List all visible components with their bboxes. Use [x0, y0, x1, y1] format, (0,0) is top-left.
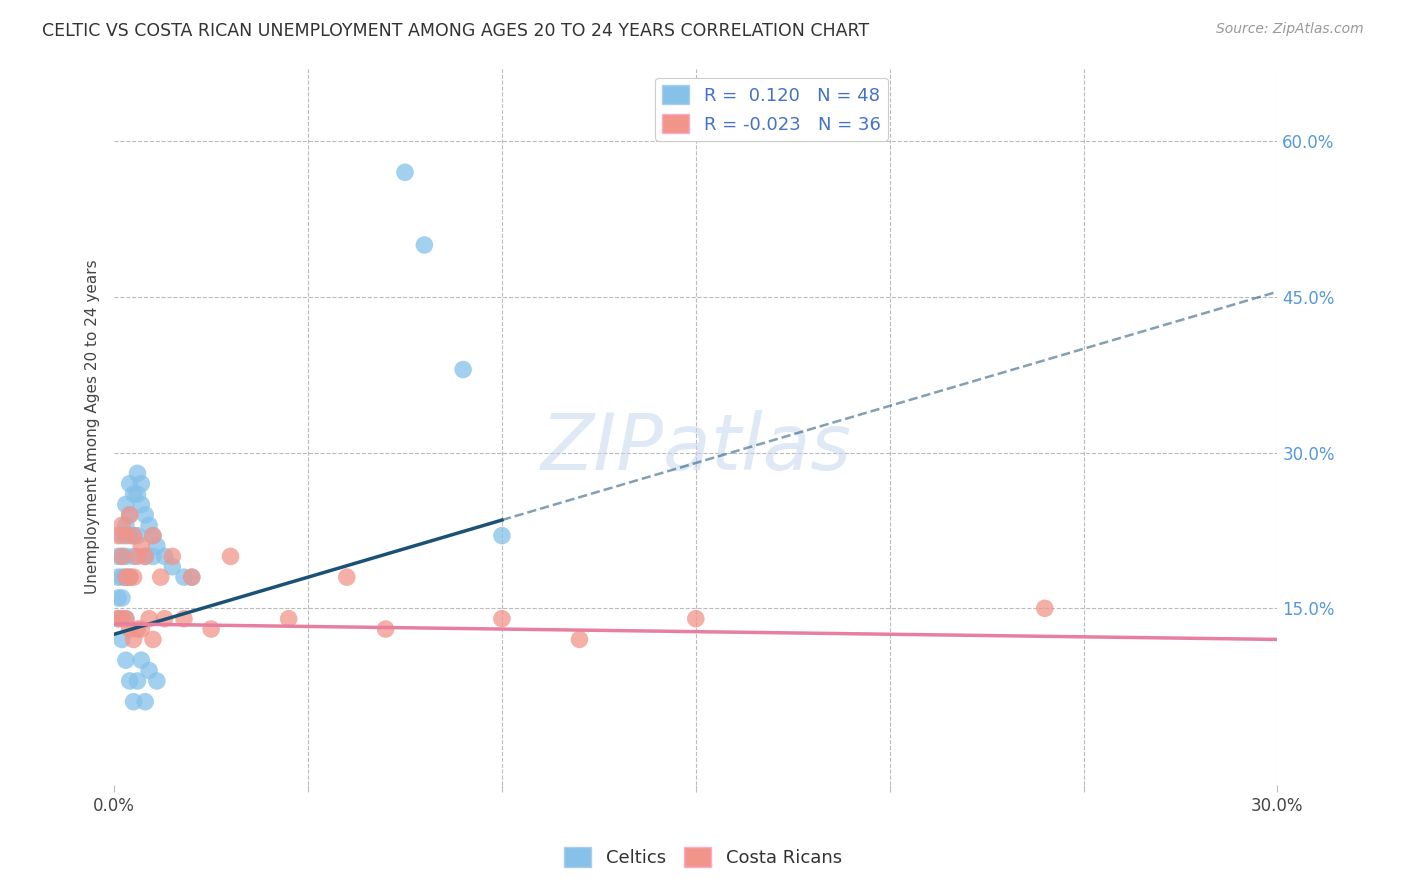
Point	[131, 653, 153, 667]
Point	[180, 570, 202, 584]
Point	[134, 695, 156, 709]
Point	[114, 498, 136, 512]
Legend: R =  0.120   N = 48, R = -0.023   N = 36: R = 0.120 N = 48, R = -0.023 N = 36	[655, 78, 887, 141]
Point	[107, 612, 129, 626]
Point	[491, 528, 513, 542]
Point	[127, 528, 149, 542]
Point	[111, 528, 134, 542]
Point	[277, 612, 299, 626]
Point	[111, 612, 134, 626]
Point	[146, 539, 169, 553]
Point	[142, 528, 165, 542]
Point	[127, 673, 149, 688]
Point	[118, 570, 141, 584]
Point	[134, 549, 156, 564]
Point	[394, 165, 416, 179]
Point	[118, 570, 141, 584]
Y-axis label: Unemployment Among Ages 20 to 24 years: Unemployment Among Ages 20 to 24 years	[86, 260, 100, 594]
Point	[118, 476, 141, 491]
Point	[118, 622, 141, 636]
Point	[111, 591, 134, 605]
Point	[122, 528, 145, 542]
Point	[142, 549, 165, 564]
Point	[1033, 601, 1056, 615]
Point	[142, 632, 165, 647]
Point	[336, 570, 359, 584]
Point	[107, 612, 129, 626]
Point	[118, 528, 141, 542]
Point	[131, 498, 153, 512]
Point	[107, 570, 129, 584]
Point	[134, 508, 156, 522]
Point	[142, 528, 165, 542]
Point	[122, 528, 145, 542]
Text: Source: ZipAtlas.com: Source: ZipAtlas.com	[1216, 22, 1364, 37]
Point	[138, 518, 160, 533]
Point	[131, 539, 153, 553]
Point	[114, 570, 136, 584]
Point	[122, 487, 145, 501]
Point	[127, 549, 149, 564]
Point	[134, 549, 156, 564]
Point	[122, 570, 145, 584]
Point	[162, 549, 184, 564]
Point	[219, 549, 242, 564]
Point	[413, 238, 436, 252]
Point	[173, 612, 195, 626]
Point	[131, 476, 153, 491]
Point	[451, 362, 474, 376]
Point	[114, 653, 136, 667]
Point	[111, 570, 134, 584]
Point	[146, 673, 169, 688]
Point	[200, 622, 222, 636]
Point	[111, 518, 134, 533]
Point	[111, 632, 134, 647]
Point	[173, 570, 195, 584]
Point	[153, 612, 176, 626]
Point	[114, 570, 136, 584]
Point	[111, 549, 134, 564]
Point	[374, 622, 396, 636]
Text: ZIPatlas: ZIPatlas	[540, 410, 851, 486]
Point	[107, 549, 129, 564]
Point	[138, 664, 160, 678]
Point	[122, 695, 145, 709]
Point	[114, 612, 136, 626]
Point	[107, 528, 129, 542]
Point	[127, 487, 149, 501]
Legend: Celtics, Costa Ricans: Celtics, Costa Ricans	[557, 839, 849, 874]
Point	[568, 632, 591, 647]
Point	[107, 591, 129, 605]
Point	[111, 549, 134, 564]
Point	[122, 549, 145, 564]
Point	[118, 508, 141, 522]
Point	[127, 467, 149, 481]
Point	[127, 622, 149, 636]
Point	[118, 673, 141, 688]
Point	[114, 528, 136, 542]
Point	[122, 632, 145, 647]
Point	[118, 508, 141, 522]
Point	[153, 549, 176, 564]
Text: CELTIC VS COSTA RICAN UNEMPLOYMENT AMONG AGES 20 TO 24 YEARS CORRELATION CHART: CELTIC VS COSTA RICAN UNEMPLOYMENT AMONG…	[42, 22, 869, 40]
Point	[114, 549, 136, 564]
Point	[114, 612, 136, 626]
Point	[180, 570, 202, 584]
Point	[131, 622, 153, 636]
Point	[138, 612, 160, 626]
Point	[114, 518, 136, 533]
Point	[685, 612, 707, 626]
Point	[149, 570, 172, 584]
Point	[162, 559, 184, 574]
Point	[491, 612, 513, 626]
